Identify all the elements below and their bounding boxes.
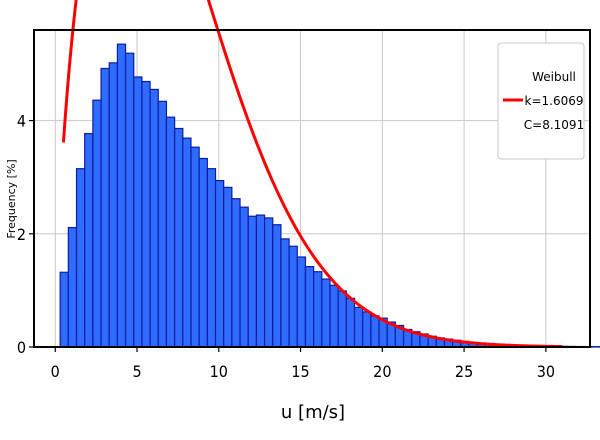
histogram-bar xyxy=(198,157,208,348)
histogram-bar xyxy=(296,256,307,348)
legend-box xyxy=(497,42,585,160)
histogram-bar xyxy=(67,226,78,348)
histogram-bar xyxy=(165,116,176,348)
histogram-bar xyxy=(255,214,266,348)
x-axis-ticks: 0 5 10 15 20 25 30 xyxy=(51,347,555,381)
histogram-bars xyxy=(59,43,600,348)
histogram-bar xyxy=(141,80,151,348)
x-tick-label: 0 xyxy=(51,362,60,381)
histogram-bar xyxy=(182,137,192,348)
histogram-bar xyxy=(157,100,168,348)
y-tick-label: 0 xyxy=(17,338,26,357)
y-axis-ticks: 0 2 4 xyxy=(17,112,34,357)
histogram-bar xyxy=(313,271,323,348)
histogram-bar xyxy=(321,278,331,348)
weibull-curve xyxy=(61,0,563,349)
legend-series-name: Weibull xyxy=(532,70,576,84)
histogram-bar xyxy=(239,206,249,348)
histogram-bar xyxy=(100,67,110,348)
histogram-bar xyxy=(190,146,200,348)
histogram-bar xyxy=(345,297,356,348)
histogram-bar xyxy=(223,186,233,348)
histogram-bar xyxy=(362,311,372,348)
x-tick-label: 25 xyxy=(455,362,473,381)
histogram-bar xyxy=(59,271,69,348)
x-tick-label: 10 xyxy=(210,362,228,381)
histogram-bar xyxy=(174,127,184,348)
histogram-bar xyxy=(133,76,143,348)
histogram-bar xyxy=(288,245,298,348)
histogram-bar xyxy=(149,88,159,348)
y-tick-label: 2 xyxy=(17,225,26,244)
histogram-bar xyxy=(247,215,257,348)
histogram-bar xyxy=(75,168,86,348)
x-tick-label: 20 xyxy=(373,362,391,381)
histogram-bar xyxy=(92,99,102,348)
axes-frame xyxy=(33,29,591,348)
x-tick-label: 15 xyxy=(291,362,309,381)
histogram-bar xyxy=(337,290,347,348)
legend-c-value: C=8.1091 xyxy=(524,118,584,132)
plot-area-border xyxy=(33,29,591,348)
histogram-bar xyxy=(370,315,380,348)
legend-k-value: k=1.6069 xyxy=(525,94,584,108)
legend: Weibull k=1.6069 C=8.1091 xyxy=(497,42,585,160)
y-axis-label: Frequency [%] xyxy=(5,159,18,238)
histogram-bar xyxy=(272,224,282,348)
histogram-bar xyxy=(263,217,274,348)
histogram-bar xyxy=(206,168,217,348)
histogram-bar xyxy=(280,238,290,348)
histogram-bar xyxy=(214,179,225,348)
histogram-bar xyxy=(231,198,241,348)
x-tick-label: 5 xyxy=(132,362,141,381)
histogram-bar xyxy=(116,43,127,348)
y-tick-label: 4 xyxy=(17,112,26,131)
histogram-bar xyxy=(124,52,135,348)
histogram-bar xyxy=(84,132,94,348)
x-tick-label: 30 xyxy=(537,362,555,381)
histogram-bar xyxy=(304,266,315,348)
histogram-bar xyxy=(108,62,118,348)
histogram-bar xyxy=(353,306,364,348)
histogram-bar xyxy=(329,284,339,348)
x-axis-label: u [m/s] xyxy=(281,402,345,423)
